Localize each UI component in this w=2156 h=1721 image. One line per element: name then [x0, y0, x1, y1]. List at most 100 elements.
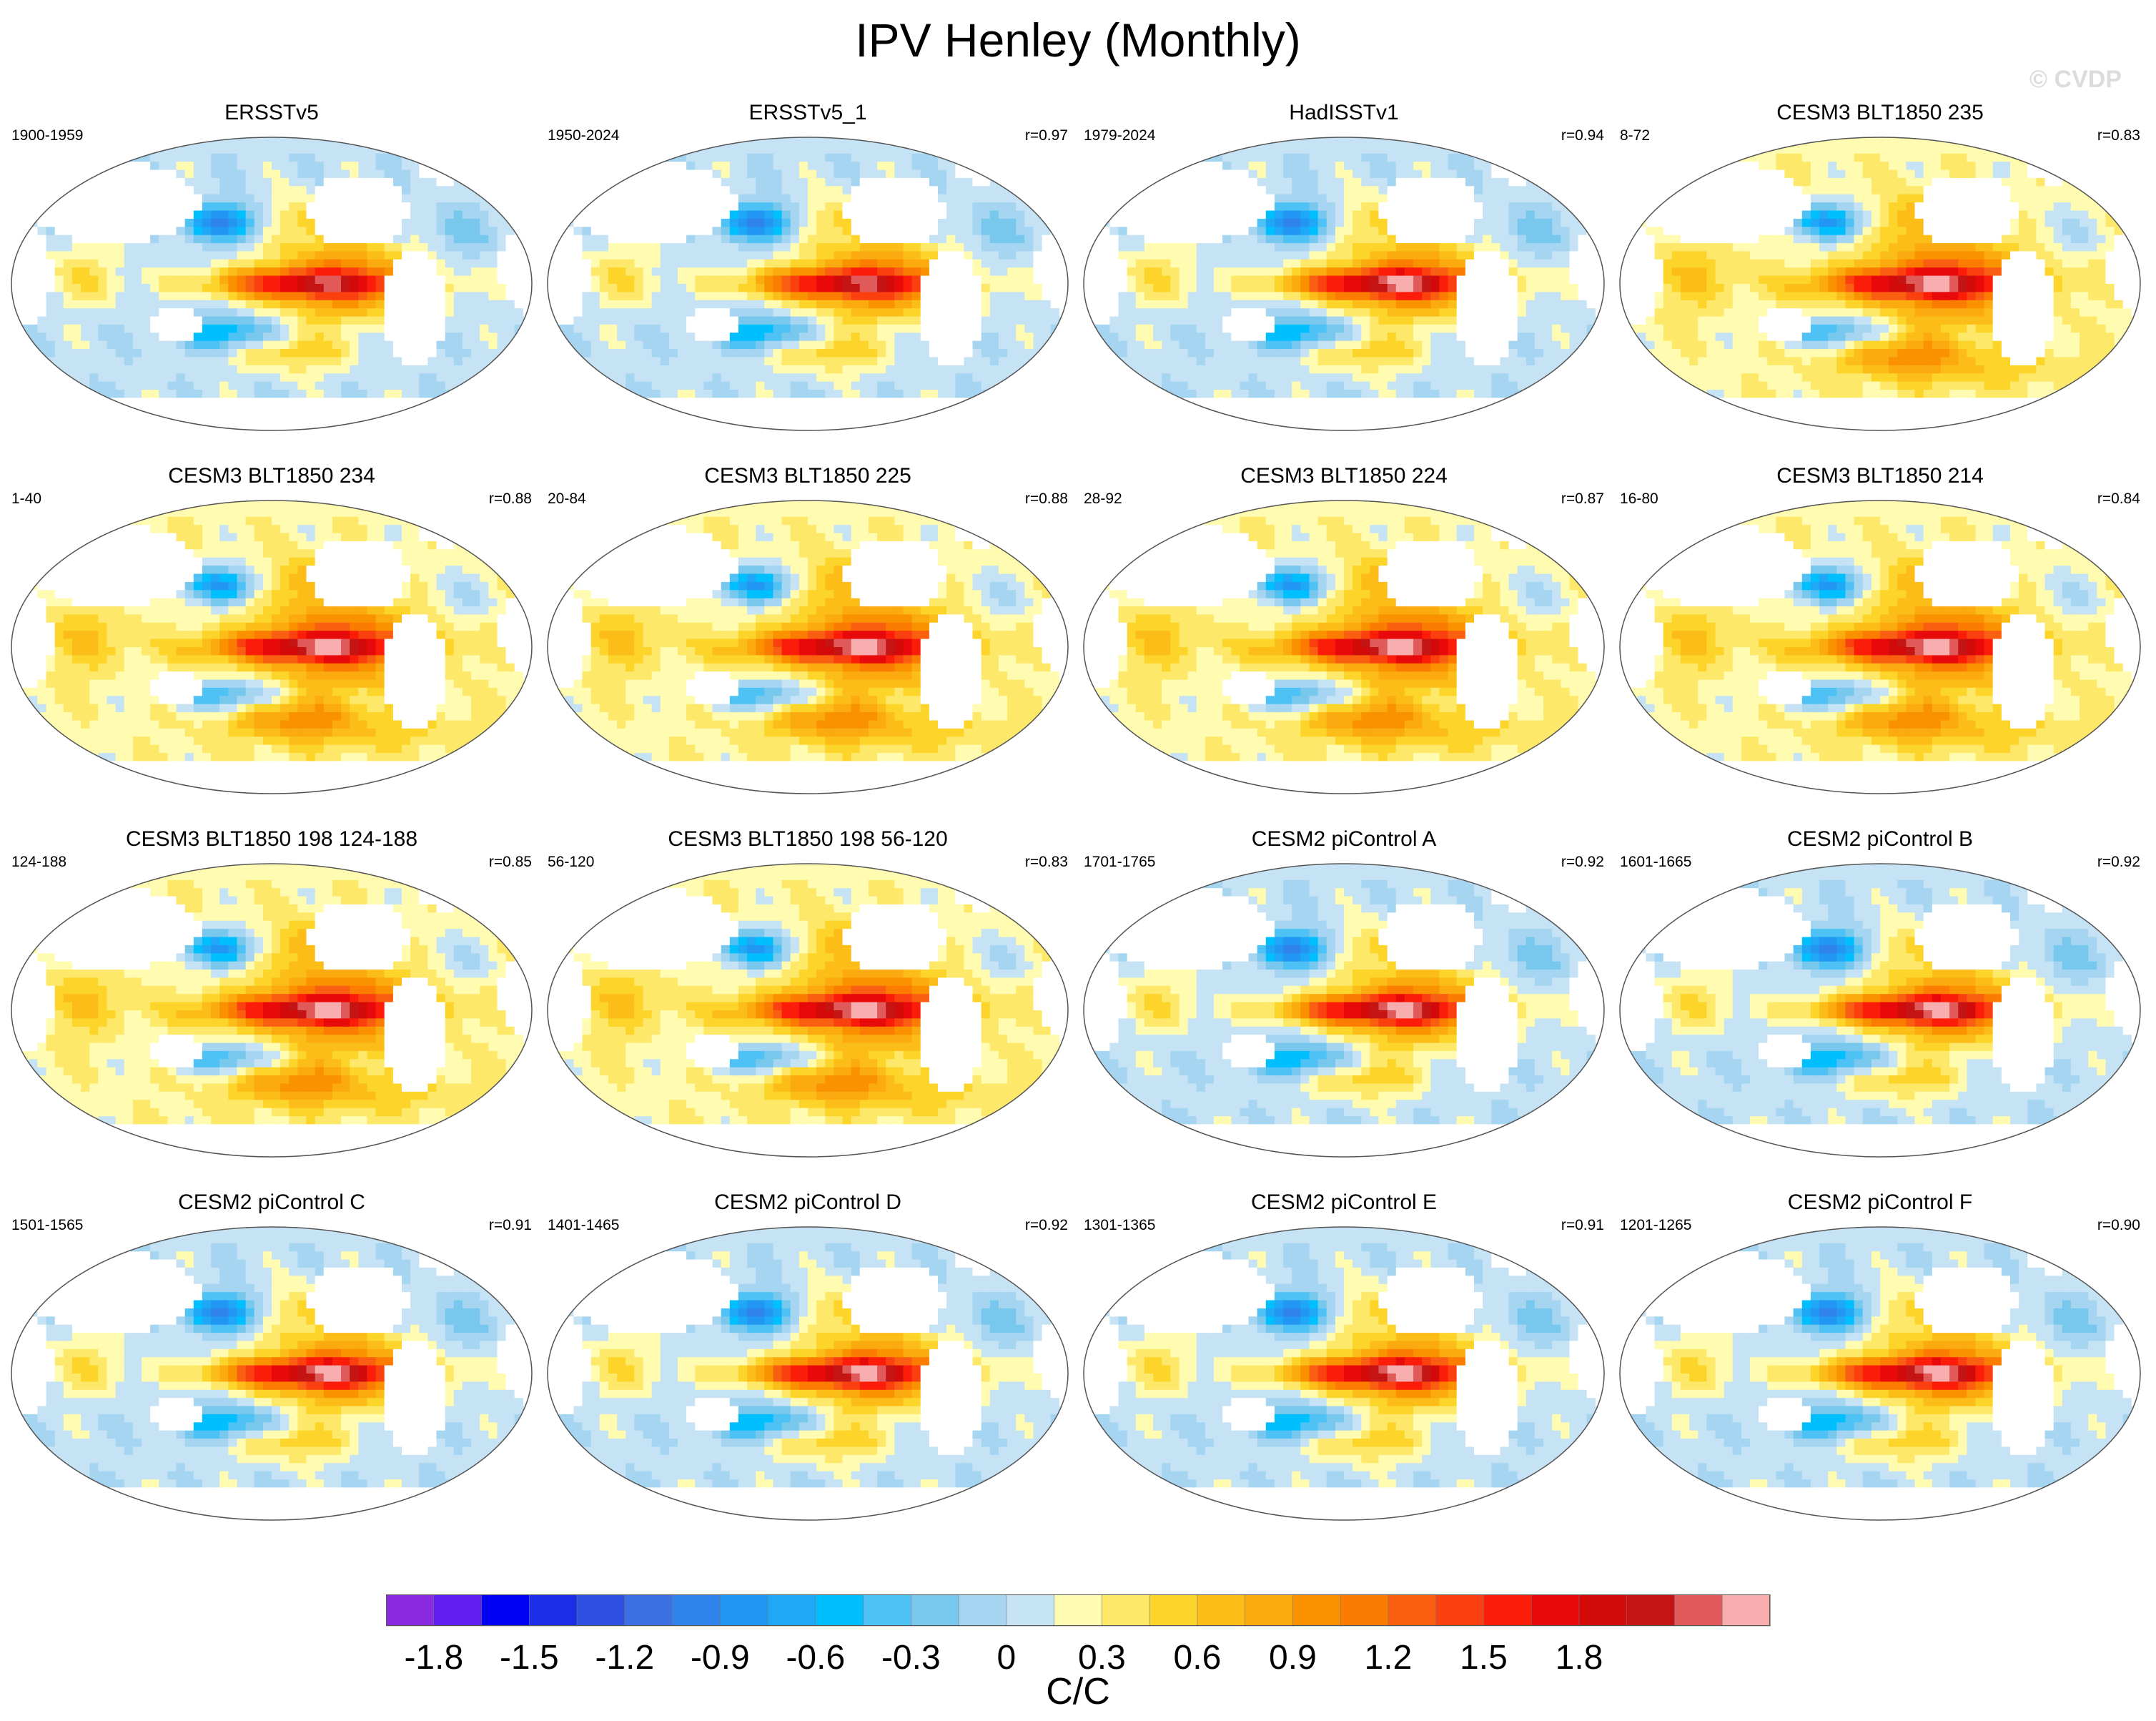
field-cell [323, 422, 333, 430]
field-cell [686, 202, 696, 212]
field-cell [877, 251, 886, 260]
field-cell [1050, 243, 1060, 252]
field-cell [497, 177, 507, 187]
field-cell [825, 405, 834, 415]
field-cell [480, 414, 489, 423]
field-cell [1170, 202, 1180, 212]
field-cell [167, 177, 177, 187]
field-cell [350, 349, 359, 358]
field-cell [747, 210, 756, 220]
field-cell [1059, 275, 1068, 285]
field-cell [582, 177, 592, 187]
field-cell [367, 243, 377, 252]
field-cell [1335, 194, 1345, 203]
field-cell [392, 145, 402, 154]
field-cell [1257, 202, 1267, 212]
field-cell [868, 357, 878, 366]
field-cell [617, 365, 626, 374]
field-cell [556, 349, 565, 358]
field-cell [167, 398, 177, 407]
field-cell [505, 308, 515, 317]
field-cell [124, 300, 134, 309]
field-cell [703, 194, 713, 203]
field-cell [1092, 194, 1102, 203]
field-cell [946, 381, 956, 390]
field-cell [851, 202, 861, 212]
field-cell [686, 235, 696, 244]
field-cell [1344, 186, 1353, 195]
field-cell [297, 316, 307, 325]
field-cell [1033, 398, 1043, 407]
field-cell [1283, 202, 1292, 212]
field-cell [81, 332, 90, 342]
field-cell [480, 292, 489, 301]
field-cell [11, 210, 21, 220]
field-cell [142, 194, 151, 203]
field-cell [946, 422, 956, 430]
field-cell [955, 357, 964, 366]
field-cell [834, 405, 844, 415]
field-cell [453, 414, 463, 423]
field-cell [599, 300, 609, 309]
field-cell [81, 145, 90, 154]
field-cell [886, 308, 895, 317]
field-cell [946, 177, 956, 187]
field-cell [245, 292, 255, 301]
field-cell [176, 340, 186, 350]
field-cell [686, 275, 696, 285]
field-cell [1534, 145, 1544, 154]
field-cell [367, 275, 377, 285]
field-cell [1059, 398, 1068, 407]
field-cell [124, 218, 134, 227]
field-cell [747, 308, 756, 317]
field-cell [89, 381, 99, 390]
field-cell [1042, 162, 1052, 171]
field-cell [842, 300, 852, 309]
field-cell [1586, 169, 1596, 179]
field-cell [1248, 210, 1258, 220]
field-cell [651, 332, 661, 342]
field-cell [37, 398, 47, 407]
field-cell [599, 259, 609, 268]
field-cell [341, 194, 350, 203]
field-cell [375, 267, 385, 277]
field-cell [29, 422, 38, 430]
field-cell [1101, 202, 1110, 212]
field-cell [920, 365, 930, 374]
field-cell [608, 243, 618, 252]
field-cell [228, 251, 237, 260]
field-cell [938, 137, 947, 146]
field-cell [142, 251, 151, 260]
field-cell [1552, 218, 1561, 227]
field-cell [565, 177, 574, 187]
field-cell [480, 398, 489, 407]
field-cell [946, 137, 956, 146]
field-cell [668, 300, 678, 309]
panel-years: 1979-2024 [1084, 127, 1155, 144]
field-cell [625, 202, 635, 212]
field-cell [89, 316, 99, 325]
field-cell [721, 292, 731, 301]
field-cell [1144, 145, 1154, 154]
field-cell [764, 340, 773, 350]
field-cell [842, 259, 852, 268]
field-cell [825, 259, 834, 268]
field-cell [981, 284, 991, 292]
field-cell [505, 243, 515, 252]
field-cell [375, 414, 385, 423]
field-cell [254, 398, 264, 407]
field-cell [471, 349, 480, 358]
field-cell [1042, 259, 1052, 268]
field-cell [712, 153, 722, 162]
field-cell [964, 308, 974, 317]
field-cell [505, 169, 515, 179]
field-cell [505, 153, 515, 162]
field-cell [834, 169, 844, 179]
field-cell [54, 357, 64, 366]
field-cell [167, 202, 177, 212]
field-cell [306, 275, 316, 285]
field-cell [894, 381, 904, 390]
field-cell [358, 259, 367, 268]
field-cell [703, 405, 713, 415]
field-cell [764, 373, 773, 383]
